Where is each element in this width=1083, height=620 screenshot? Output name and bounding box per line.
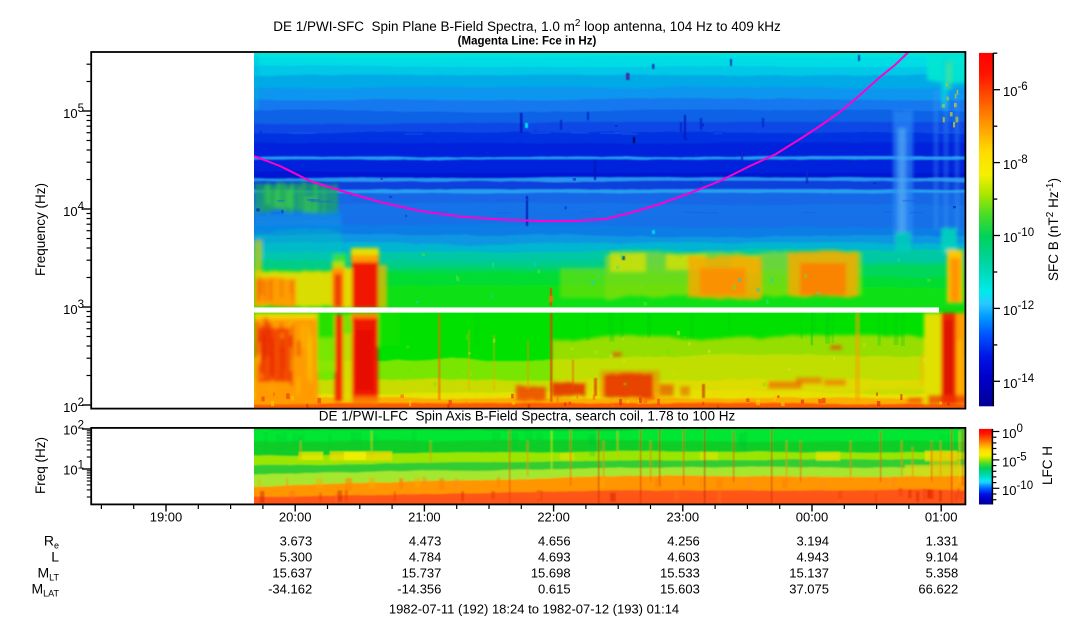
svg-text:15.533: 15.533: [660, 566, 700, 581]
svg-text:LFC H: LFC H: [1040, 446, 1055, 485]
svg-text:3.673: 3.673: [280, 534, 313, 549]
svg-text:9.104: 9.104: [926, 550, 959, 565]
svg-text:66.622: 66.622: [918, 582, 958, 597]
svg-text:4.943: 4.943: [796, 550, 829, 565]
svg-text:1.331: 1.331: [926, 534, 959, 549]
svg-text:19:00: 19:00: [150, 510, 183, 525]
svg-text:(Magenta Line: Fce in Hz): (Magenta Line: Fce in Hz): [458, 36, 597, 48]
svg-text:21:00: 21:00: [408, 510, 441, 525]
svg-text:0.615: 0.615: [538, 582, 571, 597]
svg-text:-14.356: -14.356: [397, 582, 441, 597]
svg-text:SFC B (nT2 Hz-1): SFC B (nT2 Hz-1): [1045, 178, 1061, 281]
svg-text:20:00: 20:00: [279, 510, 312, 525]
svg-text:15.137: 15.137: [789, 566, 829, 581]
svg-text:4.693: 4.693: [538, 550, 571, 565]
svg-text:4.656: 4.656: [538, 534, 571, 549]
svg-text:4.256: 4.256: [667, 534, 700, 549]
svg-text:15.698: 15.698: [531, 566, 571, 581]
svg-text:15.637: 15.637: [272, 566, 312, 581]
svg-text:DE 1/PWI-LFC Spin Axis B-Fiel: DE 1/PWI-LFC Spin Axis B-Field Spectra, …: [319, 409, 736, 424]
svg-text:Frequency (Hz): Frequency (Hz): [33, 183, 48, 276]
svg-text:4.784: 4.784: [409, 550, 442, 565]
svg-text:00:00: 00:00: [796, 510, 829, 525]
svg-text:L: L: [51, 549, 59, 565]
svg-text:5.358: 5.358: [926, 566, 959, 581]
svg-text:15.737: 15.737: [402, 566, 442, 581]
svg-text:15.603: 15.603: [660, 582, 700, 597]
svg-text:37.075: 37.075: [789, 582, 829, 597]
svg-text:23:00: 23:00: [667, 510, 700, 525]
svg-text:01:00: 01:00: [925, 510, 958, 525]
svg-text:4.603: 4.603: [667, 550, 700, 565]
svg-text:DE 1/PWI-SFC Spin Plane B-Fie: DE 1/PWI-SFC Spin Plane B-Field Spectra,…: [273, 18, 781, 34]
svg-text:3.194: 3.194: [796, 534, 829, 549]
svg-text:1982-07-11 (192) 18:24 to 1982: 1982-07-11 (192) 18:24 to 1982-07-12 (19…: [389, 602, 679, 617]
svg-text:5.300: 5.300: [280, 550, 313, 565]
svg-text:Freq (Hz): Freq (Hz): [33, 437, 48, 494]
svg-text:4.473: 4.473: [409, 534, 442, 549]
svg-text:-34.162: -34.162: [268, 582, 312, 597]
svg-text:22:00: 22:00: [537, 510, 570, 525]
